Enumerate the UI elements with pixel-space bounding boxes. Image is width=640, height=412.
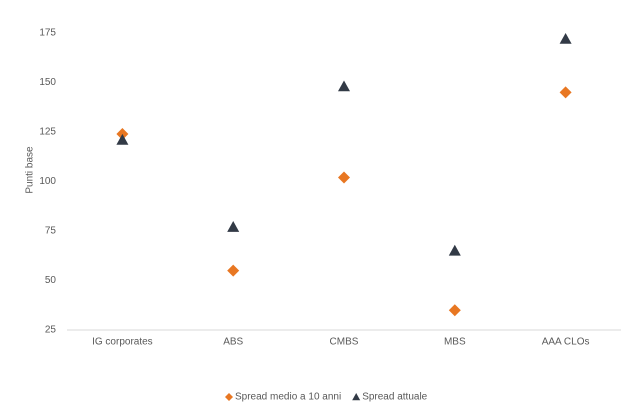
marker [559, 32, 572, 44]
legend-marker [225, 393, 233, 401]
y-tick-label: 75 [45, 226, 57, 237]
marker [448, 304, 461, 317]
legend-label: Spread attuale [362, 392, 427, 403]
marker [338, 80, 350, 92]
x-tick-label: CMBS [330, 337, 359, 348]
legend-marker [352, 393, 361, 401]
x-tick-label: MBS [444, 337, 466, 348]
marker [227, 221, 240, 232]
x-tick-label: IG corporates [92, 337, 153, 348]
y-axis-label: Punti base [25, 146, 36, 194]
marker [338, 171, 350, 184]
x-tick-label: ABS [223, 337, 243, 348]
marker [559, 86, 572, 99]
y-tick-label: 125 [39, 127, 56, 138]
y-tick-label: 100 [39, 176, 56, 187]
y-tick-label: 50 [45, 275, 57, 286]
marker [448, 244, 461, 256]
marker [227, 264, 240, 277]
marker [116, 133, 129, 145]
x-tick-label: AAA CLOs [542, 337, 590, 348]
legend-label: Spread medio a 10 anni [235, 392, 341, 403]
y-tick-label: 150 [39, 77, 56, 88]
y-tick-label: 175 [39, 28, 56, 39]
y-tick-label: 25 [45, 325, 57, 336]
